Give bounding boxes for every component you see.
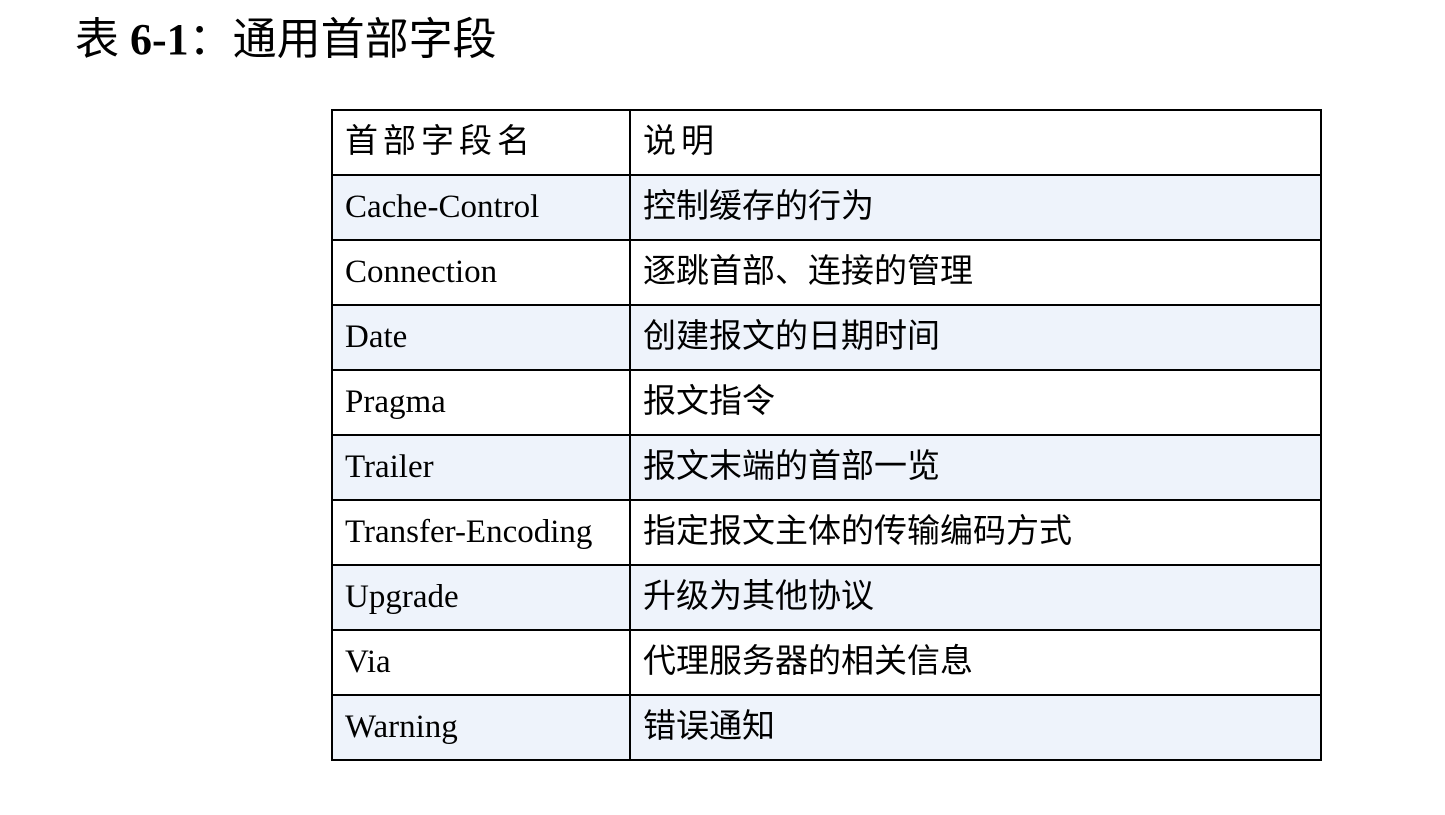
table-row: Transfer-Encoding 指定报文主体的传输编码方式 — [331, 499, 1322, 566]
table-row: Pragma 报文指令 — [331, 369, 1322, 436]
field-name-cell: Via — [331, 629, 631, 696]
table-row: Via 代理服务器的相关信息 — [331, 629, 1322, 696]
field-name-cell: Upgrade — [331, 564, 631, 631]
table-row: Trailer 报文末端的首部一览 — [331, 434, 1322, 501]
header-description: 说明 — [629, 109, 1322, 176]
header-field-name: 首部字段名 — [331, 109, 631, 176]
table-caption: 表 6-1：通用首部字段 — [75, 10, 497, 70]
description-cell: 报文末端的首部一览 — [629, 434, 1322, 501]
table-row: Connection 逐跳首部、连接的管理 — [331, 239, 1322, 306]
description-cell: 逐跳首部、连接的管理 — [629, 239, 1322, 306]
table-row: Date 创建报文的日期时间 — [331, 304, 1322, 371]
table-row: Cache-Control 控制缓存的行为 — [331, 174, 1322, 241]
description-cell: 指定报文主体的传输编码方式 — [629, 499, 1322, 566]
table-row: Upgrade 升级为其他协议 — [331, 564, 1322, 631]
field-name-cell: Date — [331, 304, 631, 371]
caption-number: 6-1 — [130, 15, 189, 64]
field-name-cell: Warning — [331, 694, 631, 761]
table-row: Warning 错误通知 — [331, 694, 1322, 761]
caption-text: ：通用首部字段 — [188, 15, 497, 64]
description-cell: 报文指令 — [629, 369, 1322, 436]
field-name-cell: Connection — [331, 239, 631, 306]
field-name-cell: Pragma — [331, 369, 631, 436]
description-cell: 代理服务器的相关信息 — [629, 629, 1322, 696]
description-cell: 错误通知 — [629, 694, 1322, 761]
table-header-row: 首部字段名 说明 — [331, 109, 1322, 176]
description-cell: 创建报文的日期时间 — [629, 304, 1322, 371]
general-header-fields-table: 首部字段名 说明 Cache-Control 控制缓存的行为 Connection 逐… — [331, 109, 1322, 761]
description-cell: 升级为其他协议 — [629, 564, 1322, 631]
description-cell: 控制缓存的行为 — [629, 174, 1322, 241]
field-name-cell: Transfer-Encoding — [331, 499, 631, 566]
field-name-cell: Trailer — [331, 434, 631, 501]
field-name-cell: Cache-Control — [331, 174, 631, 241]
caption-prefix: 表 — [75, 15, 130, 64]
